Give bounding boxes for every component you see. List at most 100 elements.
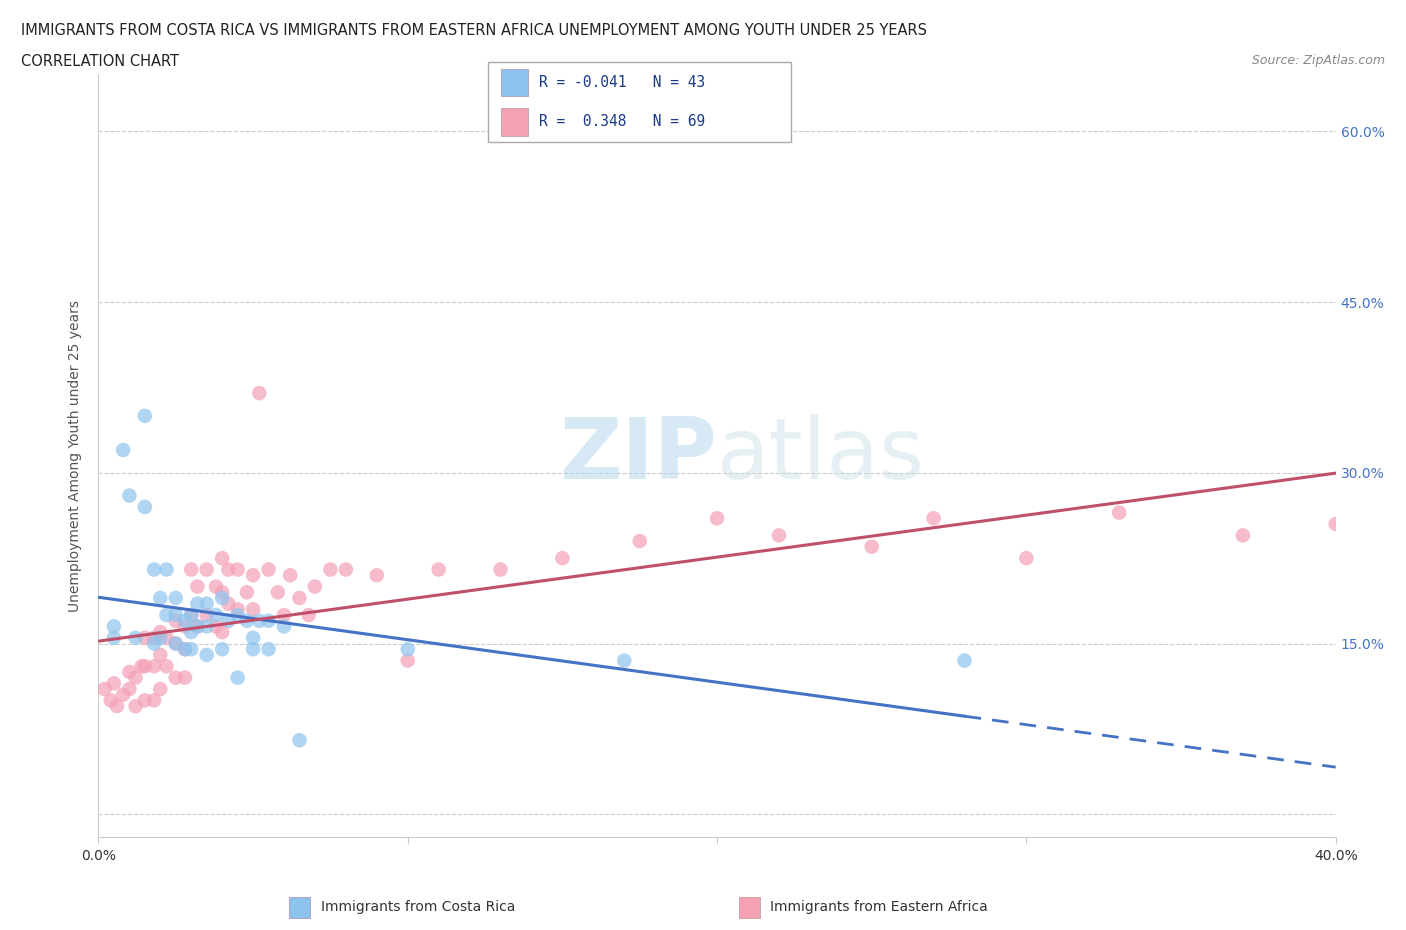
Point bbox=[211, 551, 233, 565]
Point bbox=[174, 642, 197, 657]
Point bbox=[103, 676, 125, 691]
Point bbox=[174, 642, 197, 657]
Point bbox=[174, 671, 197, 685]
Point bbox=[180, 642, 202, 657]
Point bbox=[1232, 528, 1254, 543]
Point bbox=[205, 579, 228, 594]
Point bbox=[131, 658, 153, 673]
Point bbox=[366, 568, 388, 583]
Point bbox=[551, 551, 574, 565]
Point bbox=[155, 658, 177, 673]
Point bbox=[118, 682, 141, 697]
Text: CORRELATION CHART: CORRELATION CHART bbox=[21, 54, 179, 69]
Point bbox=[242, 631, 264, 645]
Point bbox=[195, 647, 218, 662]
Point bbox=[226, 562, 249, 577]
Point bbox=[103, 619, 125, 634]
Point bbox=[267, 585, 290, 600]
Point bbox=[180, 607, 202, 622]
Point bbox=[242, 568, 264, 583]
Point bbox=[1015, 551, 1038, 565]
Text: IMMIGRANTS FROM COSTA RICA VS IMMIGRANTS FROM EASTERN AFRICA UNEMPLOYMENT AMONG : IMMIGRANTS FROM COSTA RICA VS IMMIGRANTS… bbox=[21, 23, 927, 38]
Point bbox=[118, 665, 141, 680]
Point bbox=[288, 591, 311, 605]
Point bbox=[165, 607, 187, 622]
Point bbox=[124, 698, 146, 713]
Point bbox=[180, 607, 202, 622]
Text: Immigrants from Costa Rica: Immigrants from Costa Rica bbox=[321, 899, 515, 914]
Point bbox=[186, 579, 208, 594]
Point bbox=[247, 386, 270, 401]
Text: ZIP: ZIP bbox=[560, 414, 717, 498]
FancyBboxPatch shape bbox=[488, 62, 792, 142]
Point bbox=[103, 631, 125, 645]
Point bbox=[628, 534, 651, 549]
Point bbox=[273, 607, 295, 622]
Point bbox=[100, 693, 122, 708]
Point bbox=[242, 642, 264, 657]
Point bbox=[217, 596, 239, 611]
Point bbox=[186, 619, 208, 634]
Text: R =  0.348   N = 69: R = 0.348 N = 69 bbox=[538, 113, 706, 128]
Y-axis label: Unemployment Among Youth under 25 years: Unemployment Among Youth under 25 years bbox=[69, 299, 83, 612]
Point bbox=[149, 625, 172, 640]
Point bbox=[211, 585, 233, 600]
Point bbox=[257, 562, 280, 577]
Point bbox=[195, 596, 218, 611]
Point bbox=[205, 619, 228, 634]
Point bbox=[112, 443, 135, 458]
Point bbox=[706, 511, 728, 525]
Point bbox=[226, 602, 249, 617]
Point bbox=[124, 631, 146, 645]
Point bbox=[247, 613, 270, 628]
Point bbox=[143, 693, 166, 708]
Point bbox=[236, 585, 259, 600]
Point bbox=[143, 562, 166, 577]
Text: atlas: atlas bbox=[717, 414, 925, 498]
Point bbox=[149, 682, 172, 697]
Point bbox=[195, 619, 218, 634]
Point bbox=[335, 562, 357, 577]
Point bbox=[155, 562, 177, 577]
Point bbox=[236, 613, 259, 628]
Point bbox=[165, 636, 187, 651]
Point bbox=[304, 579, 326, 594]
Point bbox=[180, 625, 202, 640]
Point bbox=[124, 671, 146, 685]
Point bbox=[860, 539, 883, 554]
Point bbox=[257, 642, 280, 657]
Point bbox=[211, 625, 233, 640]
Point bbox=[217, 613, 239, 628]
Point bbox=[298, 607, 321, 622]
Point bbox=[118, 488, 141, 503]
Point bbox=[613, 653, 636, 668]
Text: R = -0.041   N = 43: R = -0.041 N = 43 bbox=[538, 75, 706, 90]
Point bbox=[155, 607, 177, 622]
Point bbox=[226, 671, 249, 685]
Point bbox=[143, 631, 166, 645]
Point bbox=[165, 636, 187, 651]
Point bbox=[180, 562, 202, 577]
Point bbox=[165, 591, 187, 605]
Point bbox=[953, 653, 976, 668]
Point bbox=[134, 658, 156, 673]
Point bbox=[396, 653, 419, 668]
Point bbox=[165, 671, 187, 685]
Point bbox=[205, 607, 228, 622]
Point bbox=[174, 613, 197, 628]
Point bbox=[134, 631, 156, 645]
Point bbox=[211, 642, 233, 657]
Point bbox=[1324, 516, 1347, 531]
Point bbox=[427, 562, 450, 577]
Point bbox=[186, 619, 208, 634]
Point bbox=[319, 562, 342, 577]
Point bbox=[257, 613, 280, 628]
Bar bbox=[501, 108, 529, 136]
Point bbox=[134, 693, 156, 708]
Point bbox=[165, 613, 187, 628]
Point bbox=[155, 631, 177, 645]
Bar bbox=[501, 69, 529, 97]
Point bbox=[489, 562, 512, 577]
Point bbox=[143, 658, 166, 673]
Point bbox=[278, 568, 301, 583]
